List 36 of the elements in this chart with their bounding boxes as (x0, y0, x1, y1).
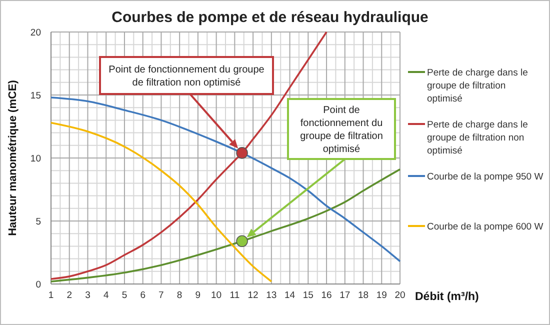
x-tick-label: 9 (195, 290, 201, 301)
line-series (50, 96, 401, 262)
x-tick-label: 8 (176, 290, 182, 301)
x-tick-label: 13 (266, 290, 277, 301)
x-tick-label: 17 (340, 290, 350, 301)
y-tick-label: 10 (30, 154, 41, 164)
x-tick-label: 2 (66, 290, 72, 301)
x-tick-label: 4 (103, 290, 109, 301)
y-axis-title: Hauteur manométrique (mCE) (7, 80, 19, 236)
x-tick-label: 5 (122, 290, 128, 301)
x-tick-label: 20 (394, 290, 406, 301)
x-tick-label: 15 (302, 290, 314, 301)
chart-title: Courbes de pompe et de réseau hydraulique (112, 9, 428, 26)
annotation: Point de fonctionnement du groupe de filtration non optimisé (108, 64, 265, 88)
x-tick-label: 12 (248, 290, 258, 301)
x-tick-label: 14 (284, 290, 296, 301)
x-tick-label: 11 (230, 290, 240, 301)
legend-label: Courbe de la pompe 600 W (427, 222, 544, 232)
annotation: Point de fonctionnement du groupe de filtration optimisé (300, 105, 383, 155)
legend-label: Perte de charge dans le groupe de filtration optimisé (427, 68, 528, 104)
x-tick-label: 16 (321, 290, 332, 301)
y-tick-label: 5 (36, 216, 41, 228)
legend-label: Courbe de la pompe 950 W (427, 172, 544, 182)
x-tick-label: 3 (85, 290, 90, 301)
x-tick-label: 7 (158, 290, 164, 301)
x-tick-label: 18 (358, 290, 369, 301)
y-tick-label: 0 (36, 280, 41, 290)
x-axis-title: Débit (m³/h) (415, 291, 480, 303)
y-tick-label: 20 (30, 28, 41, 38)
legend-label: Perte de charge dans le groupe de filtration non optimisé (427, 120, 528, 156)
x-tick-label: 6 (140, 290, 146, 301)
x-tick-label: 19 (376, 290, 387, 301)
line-series (50, 122, 272, 282)
x-tick-label: 10 (211, 290, 222, 301)
x-tick-label: 1 (48, 290, 54, 301)
y-tick-label: 15 (30, 90, 41, 102)
